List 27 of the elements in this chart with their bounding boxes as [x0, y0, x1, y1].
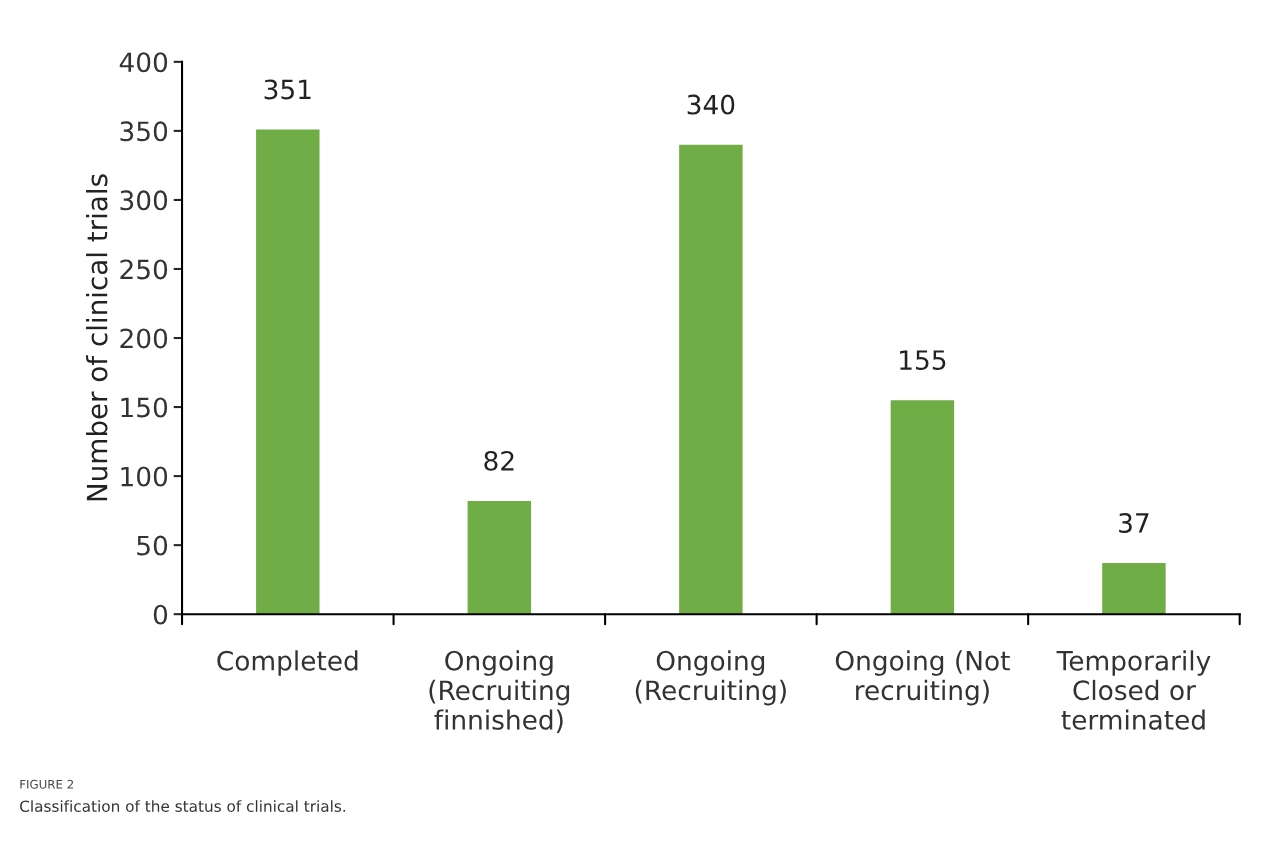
- bar: [890, 400, 955, 615]
- y-tick-label: 50: [137, 535, 168, 556]
- y-tick-label: 250: [120, 259, 168, 280]
- y-tick-label: 200: [120, 328, 168, 349]
- y-tick-label: 400: [119, 52, 168, 73]
- x-tick-label: Temporarily Closed or terminated: [1056, 650, 1211, 730]
- y-tick-label: 0: [153, 604, 168, 625]
- data-label: 155: [900, 350, 946, 371]
- bar: [467, 500, 532, 615]
- x-tick-label: Ongoing (Recruiting): [635, 650, 786, 706]
- data-label: 340: [687, 94, 735, 115]
- x-tick-label: Completed: [217, 650, 358, 676]
- y-tick-label: 300: [120, 190, 168, 211]
- data-label: 82: [484, 450, 514, 471]
- caption: FIGURE 2: [20, 779, 74, 789]
- y-tick-label: 100: [121, 466, 168, 487]
- bar: [256, 129, 320, 615]
- bar: [679, 144, 743, 615]
- y-axis-title: Number of clinical trials: [86, 174, 108, 501]
- y-tick-label: 150: [121, 397, 168, 418]
- y-tick-label: 350: [120, 121, 168, 142]
- data-label: 37: [1119, 513, 1149, 533]
- x-tick-label: Ongoing (Not recruiting): [835, 650, 1010, 706]
- data-label: 351: [264, 79, 311, 100]
- text: Classification of the status of clinical trials.: [20, 800, 346, 812]
- x-tick-label: Ongoing (Recruiting finnished): [429, 650, 570, 733]
- bar: [1102, 563, 1166, 615]
